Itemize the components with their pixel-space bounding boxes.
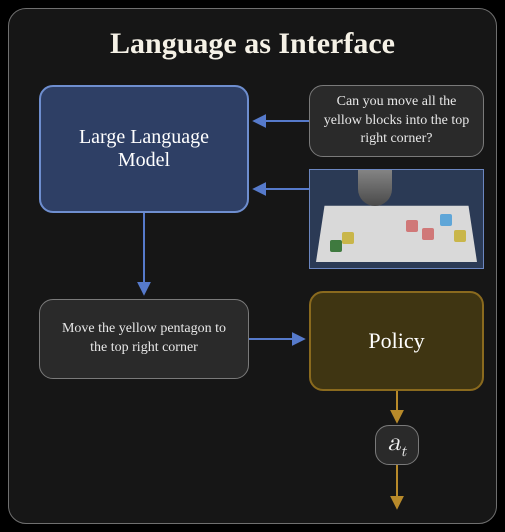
diagram-title: Language as Interface (9, 27, 496, 61)
instruction-text: Move the yellow pentagon to the top righ… (52, 320, 236, 358)
policy-label: Policy (368, 328, 424, 354)
observation-image (309, 169, 484, 269)
sim-block (406, 220, 418, 232)
robot-arm (358, 169, 392, 206)
user-query-node: Can you move all the yellow blocks into … (309, 85, 484, 157)
diagram-panel: Language as Interface Large Language Mod… (8, 8, 497, 524)
user-query-text: Can you move all the yellow blocks into … (322, 93, 471, 150)
sim-block (454, 230, 466, 242)
action-node: at (375, 425, 419, 465)
instruction-node: Move the yellow pentagon to the top righ… (39, 299, 249, 379)
sim-block (342, 232, 354, 244)
llm-node: Large Language Model (39, 85, 249, 213)
tabletop (316, 206, 477, 262)
sim-block (422, 228, 434, 240)
action-symbol: at (387, 428, 406, 462)
llm-label: Large Language Model (51, 126, 237, 172)
sim-block (330, 240, 342, 252)
sim-block (440, 214, 452, 226)
policy-node: Policy (309, 291, 484, 391)
